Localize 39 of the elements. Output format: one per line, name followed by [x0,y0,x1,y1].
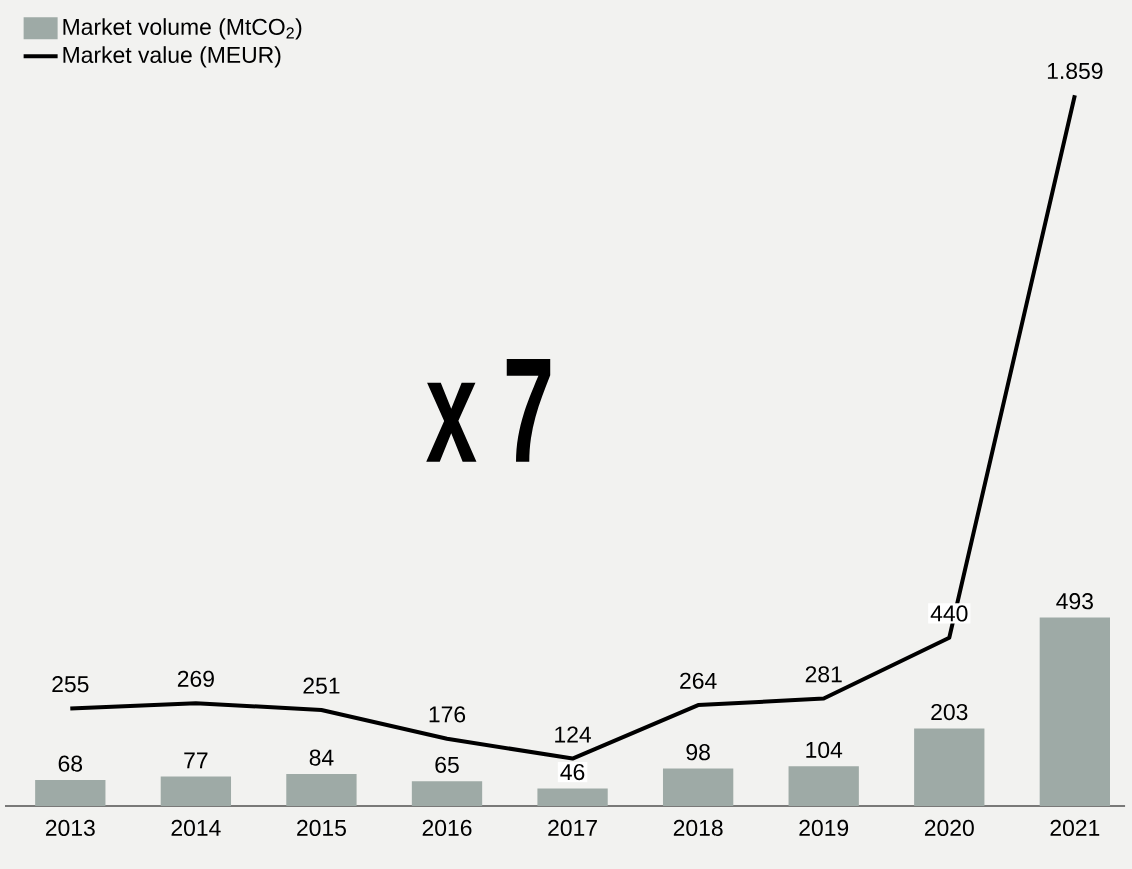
x-tick-label: 2019 [799,819,849,837]
x-tick-label: 2016 [422,819,472,837]
x-tick-label: 2015 [297,819,346,837]
data-label: 269 [177,670,214,687]
bar [537,788,608,806]
data-label: 251 [303,677,340,694]
data-label: 84 [309,749,334,766]
data-label: 264 [680,672,717,689]
data-label: 124 [555,726,592,743]
bar [35,780,106,806]
data-label: 65 [435,756,459,773]
data-label: 176 [429,706,466,723]
bar [160,776,232,806]
bar [1039,617,1110,806]
bar [286,773,357,806]
data-label: 68 [58,755,83,772]
bar [662,768,734,806]
bar [914,728,985,806]
data-label: 46 [560,763,585,781]
bar [788,766,859,806]
x-tick-label: 2021 [1050,819,1100,837]
x-tick-label: 2017 [548,819,597,837]
x-tick-label: 2018 [673,819,723,837]
data-label: 98 [686,744,710,761]
data-label: 281 [805,666,842,683]
data-label: 440 [930,605,968,622]
legend-label: Market volume (MtCO$_{2}$) [63,18,302,40]
data-label: 493 [1056,593,1093,610]
legend-label: Market value (MEUR) [63,46,281,68]
data-label: 203 [931,703,968,721]
data-label: 1.859 [1047,62,1103,80]
x-tick-label: 2020 [924,819,974,837]
data-label: 77 [184,752,208,769]
x-tick-label: 2014 [171,819,221,837]
x-tick-label: 2013 [45,819,95,837]
annotation: x 7 [426,358,551,462]
data-label: 104 [806,741,843,759]
data-label: 255 [52,676,89,693]
bar [411,781,483,806]
